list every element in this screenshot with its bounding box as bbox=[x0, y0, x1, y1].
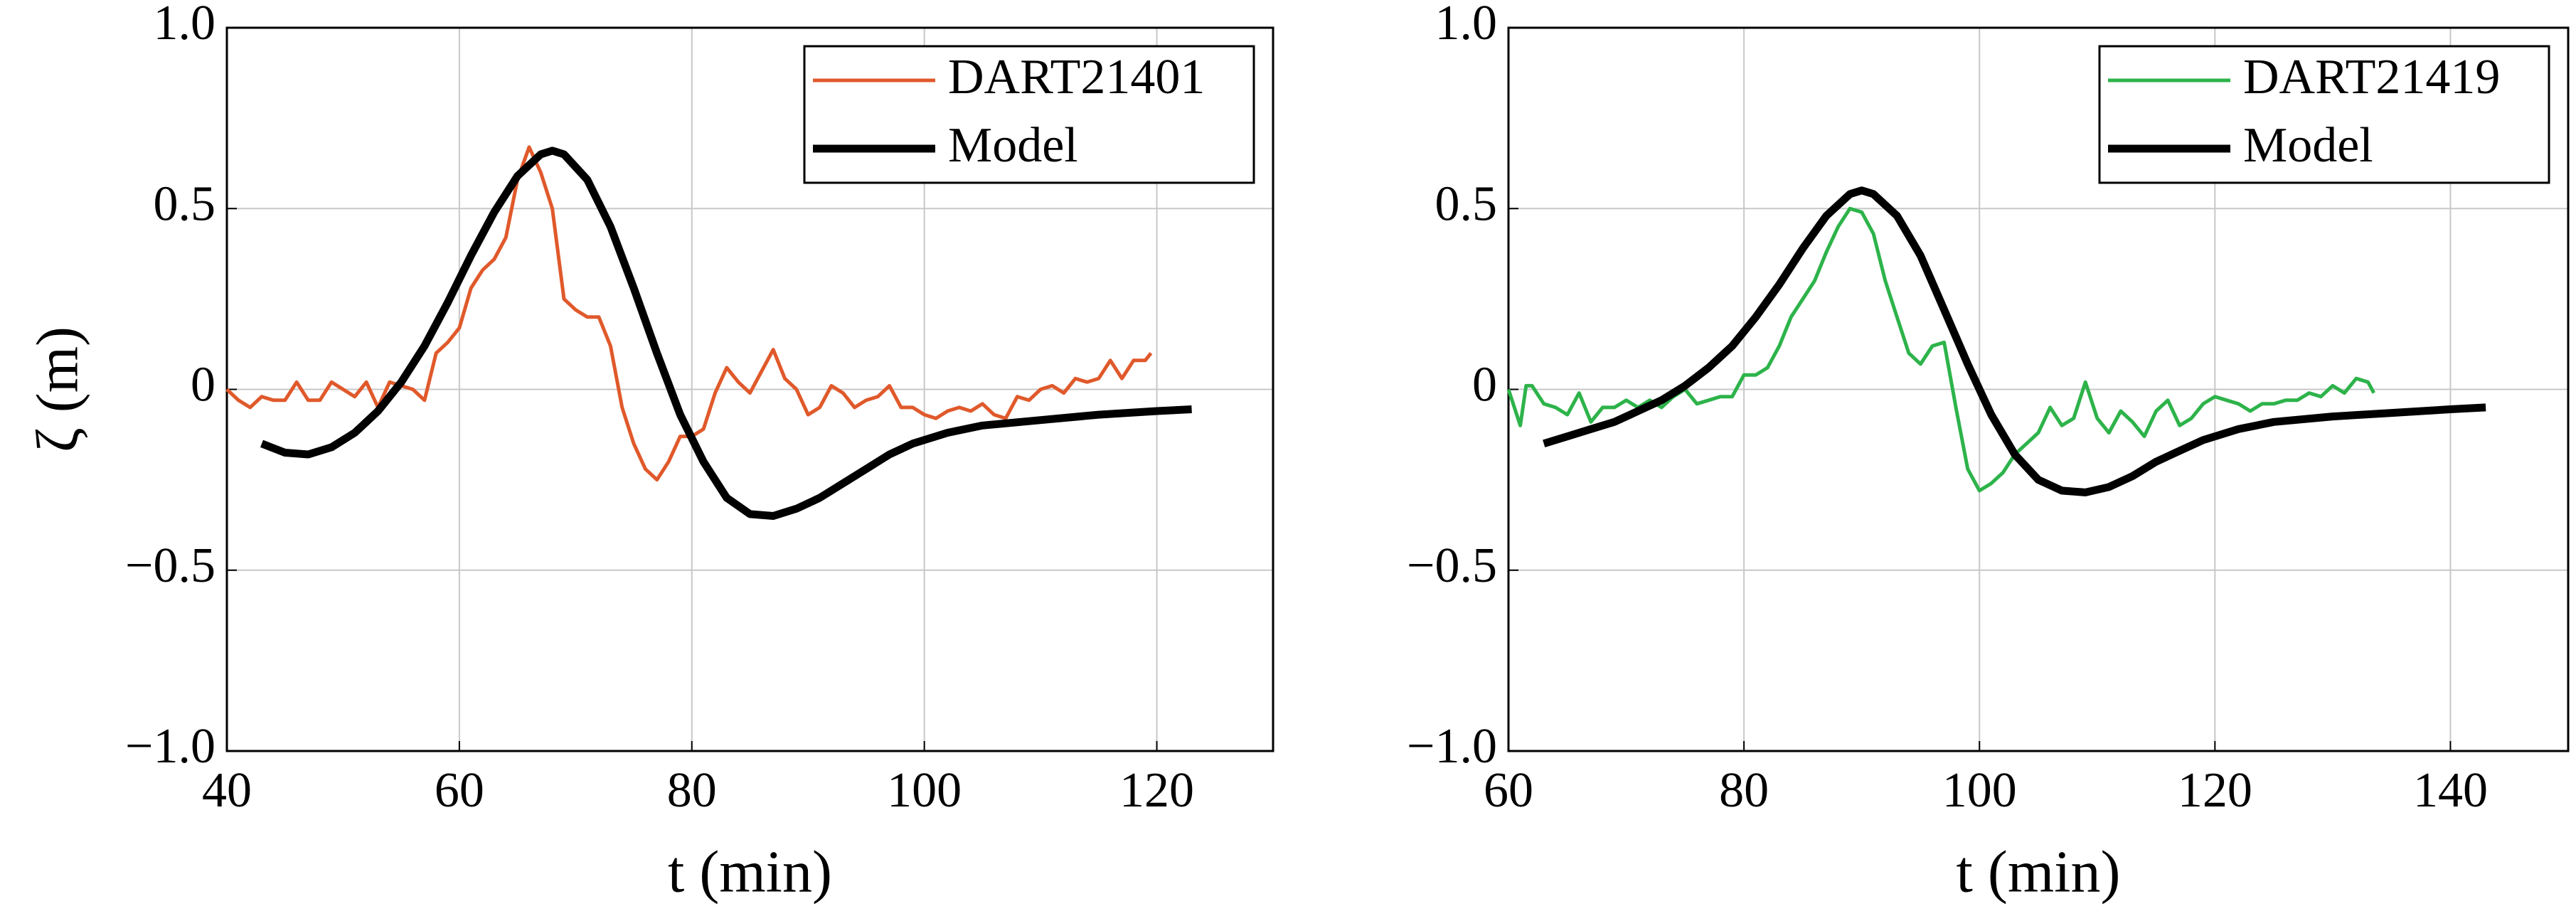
legend-label: Model bbox=[948, 118, 1078, 173]
y-tick-label: −1.0 bbox=[125, 719, 215, 774]
series-line bbox=[1543, 186, 2486, 496]
x-tick-label: 60 bbox=[435, 763, 484, 818]
legend-box bbox=[2098, 45, 2550, 184]
x-tick-label: 120 bbox=[2178, 763, 2252, 818]
x-tick-label: 100 bbox=[887, 763, 962, 818]
y-tick-label: 1.0 bbox=[1435, 0, 1498, 50]
x-tick-label: 140 bbox=[2413, 763, 2488, 818]
series-line bbox=[260, 147, 1192, 520]
x-tick-label: 80 bbox=[1719, 763, 1769, 818]
x-axis-label: t (min) bbox=[1957, 838, 2121, 905]
y-tick-label: 0 bbox=[191, 358, 215, 412]
x-tick-label: 120 bbox=[1119, 763, 1194, 818]
y-tick-label: −1.0 bbox=[1407, 719, 1497, 774]
x-tick-label: 40 bbox=[202, 763, 252, 818]
y-axis-label: ζ (m) bbox=[24, 326, 90, 452]
x-axis-label: t (min) bbox=[668, 838, 832, 905]
legend-box bbox=[803, 45, 1255, 184]
y-tick-label: 0.5 bbox=[154, 176, 216, 231]
y-tick-label: 0 bbox=[1472, 358, 1497, 412]
legend-label: Model bbox=[2243, 118, 2373, 173]
legend-label: DART21401 bbox=[948, 50, 1205, 105]
x-tick-label: 80 bbox=[667, 763, 717, 818]
y-tick-label: 1.0 bbox=[154, 0, 216, 50]
y-tick-label: −0.5 bbox=[125, 538, 215, 593]
x-tick-label: 100 bbox=[1942, 763, 2017, 818]
series-line bbox=[1506, 206, 2376, 493]
y-tick-label: −0.5 bbox=[1407, 538, 1497, 593]
y-tick-label: 0.5 bbox=[1435, 176, 1498, 231]
x-tick-label: 60 bbox=[1484, 763, 1533, 818]
legend-label: DART21419 bbox=[2243, 50, 2500, 105]
